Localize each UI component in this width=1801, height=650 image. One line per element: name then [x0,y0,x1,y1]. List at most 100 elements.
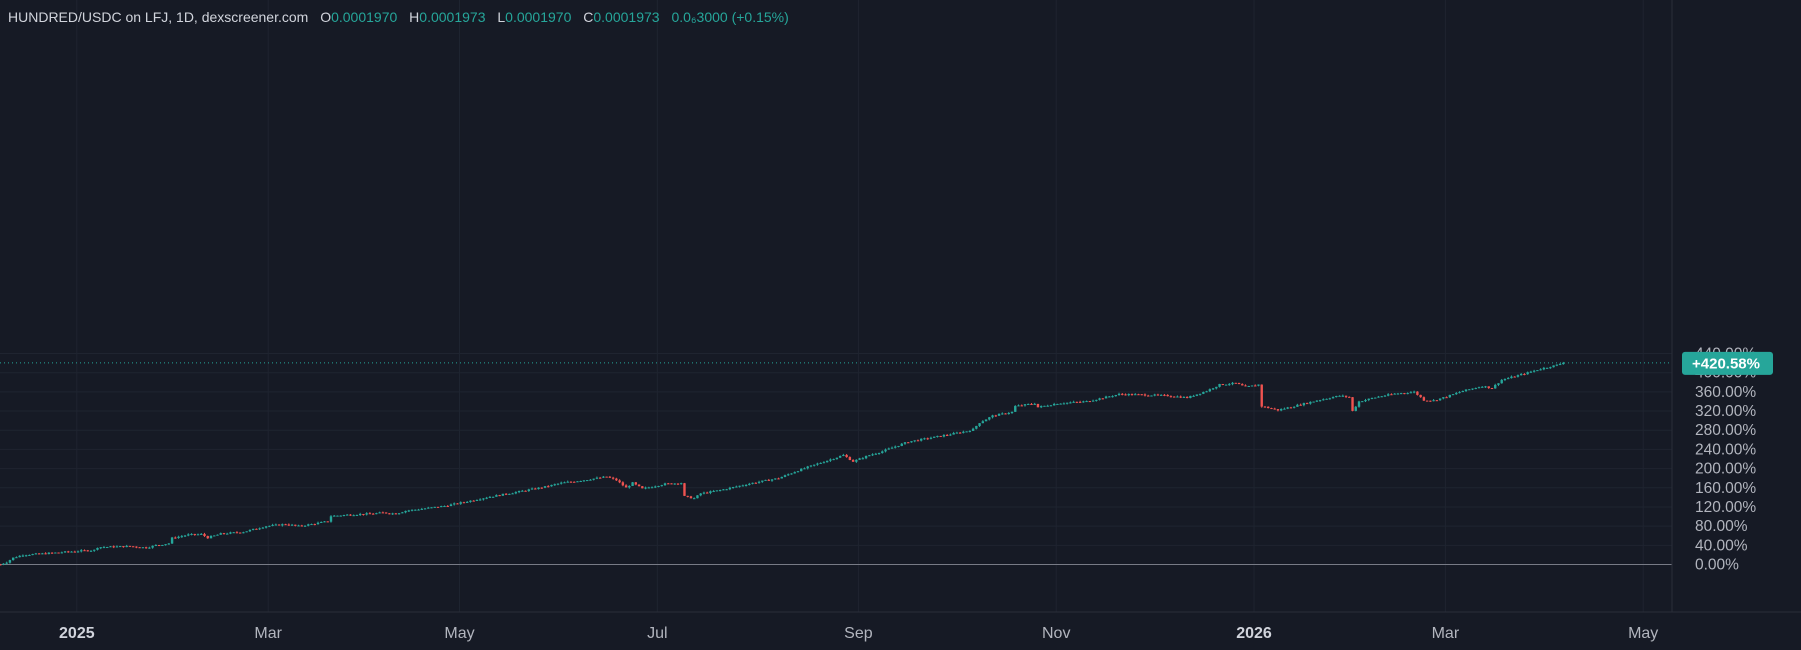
candle-body [1549,367,1552,369]
y-tick-label: 280.00% [1695,422,1756,439]
candle-body [563,482,566,484]
candle-body [1221,384,1225,386]
candle-body [543,486,547,488]
candle-body [936,435,939,437]
candle-body [475,500,479,502]
candle-body [102,547,106,549]
candle-body [1299,404,1302,406]
candle-body [783,475,787,477]
candle-body [277,524,281,526]
candle-body [1305,403,1309,405]
candle-body [718,490,722,492]
candle-body [131,546,135,548]
candle-body [1526,372,1529,375]
candle-body [1254,385,1257,387]
candle-body [521,490,524,492]
candle-body [115,546,119,548]
x-tick-label: Mar [1432,625,1460,642]
candle-body [1137,394,1140,396]
candle-body [916,440,920,442]
candle-body [809,465,813,467]
candle-body [161,544,164,546]
candle-body [1468,389,1471,391]
candle-body [770,479,774,481]
candle-body [618,480,621,483]
candle-body [1322,399,1325,401]
candle-body [157,545,161,547]
candle-body [913,440,916,442]
candle-body [1380,396,1383,398]
candle-body [1461,390,1464,393]
candle-body [226,533,229,535]
candle-body [777,478,780,480]
candle-body [644,487,647,489]
candle-body [573,481,576,483]
candle-body [1539,369,1542,371]
candle-body [1211,388,1215,390]
candle-body [232,532,235,534]
candle-body [806,466,809,469]
candle-body [796,471,800,473]
close-label: C [583,9,594,25]
candle-body [1490,388,1494,390]
symbol-title[interactable]: HUNDRED/USDC on LFJ, 1D, dexscreener.com [8,9,309,25]
candle-body [722,489,725,491]
candle-body [229,532,232,534]
y-axis[interactable]: 440.00%400.00%360.00%320.00%280.00%240.0… [1671,0,1773,612]
candle-body [397,513,401,515]
candle-body [1040,406,1043,408]
candle-body [1014,406,1017,412]
candle-body [660,485,663,487]
candle-body [887,448,890,450]
candle-body [1562,362,1565,365]
candle-body [238,532,242,534]
candle-body [988,417,991,420]
candle-body [1065,402,1069,404]
candle-body [290,524,294,526]
candle-body [242,532,245,534]
candle-body [1153,394,1156,396]
high-value: 0.0001973 [419,9,486,25]
candle-body [1292,406,1296,408]
x-axis[interactable]: 2025 Mar May Jul Sep Nov 2026 Mar May [0,611,1801,642]
candle-body [388,513,391,515]
candle-body [744,485,748,487]
candle-body [1101,398,1105,400]
candle-body [1007,412,1010,414]
candle-body [819,462,822,464]
candle-body [569,481,573,483]
candle-body [800,468,803,472]
candle-body [1127,394,1130,396]
candle-body [1289,407,1293,409]
candle-body [1458,392,1461,394]
candle-body [245,531,248,533]
candle-body [1098,398,1101,400]
candle-body [790,473,793,475]
candle-body [89,550,93,552]
candle-body [1523,374,1526,376]
candle-body [1513,376,1516,378]
candle-body [1393,393,1396,395]
y-tick-label: 80.00% [1695,518,1748,535]
candle-body [1260,384,1263,407]
candle-body [1114,395,1117,397]
candle-body [984,419,988,422]
candle-body [106,546,109,548]
candle-body [991,415,994,418]
candle-body [44,553,47,555]
candle-body [60,552,64,554]
candle-body [657,486,660,488]
candle-body [320,521,323,523]
candle-body [1172,396,1176,398]
candle-body [822,462,826,464]
candle-body [757,481,761,483]
candle-body [962,431,965,433]
candle-body [1176,396,1179,398]
candle-body [1283,408,1286,410]
candle-body [884,449,887,452]
candle-body [1140,394,1143,396]
candle-body [112,546,115,548]
candle-body [1344,395,1348,397]
candle-body [845,454,848,458]
